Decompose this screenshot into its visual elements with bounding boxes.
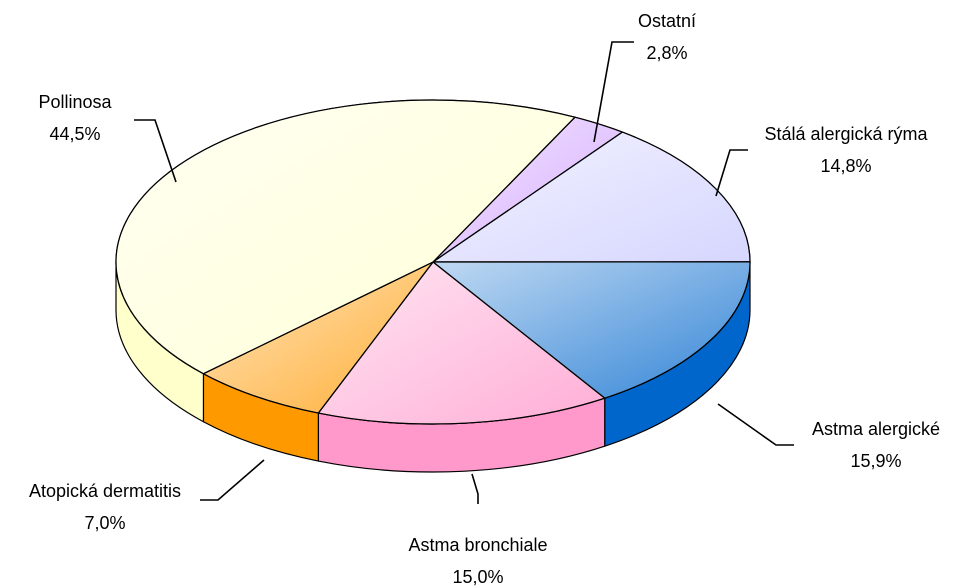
leader-line (715, 149, 748, 197)
slice-value-label: 44,5% (49, 124, 100, 144)
leader-line (200, 459, 265, 501)
slice-outline (432, 131, 751, 263)
slice-label: Ostatní (638, 11, 696, 31)
slice-label: Astma bronchiale (408, 535, 547, 555)
slice-label: Stálá alergická rýma (764, 124, 928, 144)
slice-outline (115, 99, 576, 375)
slice-value-label: 7,0% (84, 513, 125, 533)
slice-sheen (433, 261, 751, 399)
slice-outline (317, 261, 606, 425)
slice-value-label: 15,0% (452, 567, 503, 586)
slice-label: Astma alergické (812, 419, 940, 439)
slice-label: Pollinosa (38, 92, 112, 112)
leader-line (593, 41, 634, 143)
slice-sheen (433, 117, 623, 263)
slice-value-label: 14,8% (820, 156, 871, 176)
slice-sheen (318, 262, 605, 424)
leader-line (134, 119, 177, 183)
slice-label: Atopická dermatitis (29, 481, 181, 501)
slice-sheen (433, 132, 750, 262)
leader-line (717, 403, 794, 446)
slice-outline (432, 261, 751, 399)
slice-sheen (203, 262, 433, 414)
slice-outline (202, 261, 434, 414)
slice-value-label: 15,9% (850, 451, 901, 471)
slice-sheen (116, 100, 575, 374)
leader-line (471, 473, 479, 504)
slice-value-label: 2,8% (646, 43, 687, 63)
